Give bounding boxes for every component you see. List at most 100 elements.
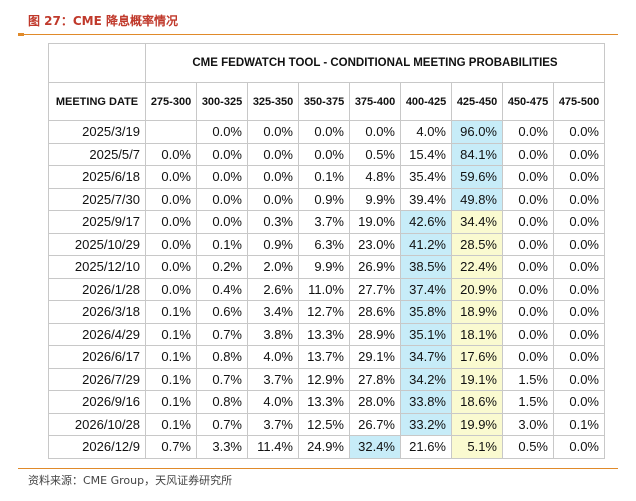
probability-cell: 6.3% bbox=[298, 232, 350, 256]
probability-cell: 0.0% bbox=[196, 165, 248, 189]
probability-table-wrap: CME FEDWATCH TOOL - CONDITIONAL MEETING … bbox=[48, 43, 605, 459]
probability-cell: 0.0% bbox=[247, 120, 299, 144]
probability-cell: 18.6% bbox=[451, 390, 503, 414]
probability-cell: 0.0% bbox=[553, 232, 605, 256]
table-row: 2026/3/18 0.1% 0.6% 3.4% 12.7% 28.6% 35.8% 18.9… bbox=[48, 300, 605, 324]
probability-cell: 3.4% bbox=[247, 300, 299, 324]
meeting-date-cell: 2025/12/10 bbox=[48, 255, 146, 279]
probability-cell: 0.1% bbox=[145, 300, 197, 324]
probability-cell: 3.0% bbox=[502, 412, 554, 436]
probability-cell: 3.7% bbox=[247, 367, 299, 391]
table-row: 2026/10/28 0.1% 0.7% 3.7% 12.5% 26.7% 33.2% 19.… bbox=[48, 412, 605, 436]
probability-cell: 28.0% bbox=[349, 390, 401, 414]
meeting-date-cell: 2026/7/29 bbox=[48, 367, 146, 391]
probability-cell: 32.4% bbox=[349, 435, 401, 459]
column-header: 450-475 bbox=[502, 82, 554, 121]
meeting-date-cell: 2025/7/30 bbox=[48, 187, 146, 211]
probability-cell: 0.0% bbox=[502, 300, 554, 324]
bottom-rule bbox=[18, 468, 618, 469]
probability-cell: 28.9% bbox=[349, 322, 401, 346]
probability-cell: 0.0% bbox=[502, 345, 554, 369]
meeting-date-cell: 2026/6/17 bbox=[48, 345, 146, 369]
probability-cell: 0.0% bbox=[553, 390, 605, 414]
probability-cell: 18.1% bbox=[451, 322, 503, 346]
meeting-date-cell: 2026/3/18 bbox=[48, 300, 146, 324]
table-row: 2026/12/9 0.7% 3.3% 11.4% 24.9% 32.4% 21.6% 5.1… bbox=[48, 435, 605, 459]
probability-cell: 0.9% bbox=[247, 232, 299, 256]
probability-cell: 0.0% bbox=[553, 187, 605, 211]
table-row: 2025/3/19 0.0% 0.0% 0.0% 0.0% 4.0% 96.0% 0.0% 0.… bbox=[48, 120, 605, 144]
probability-cell: 3.7% bbox=[298, 210, 350, 234]
probability-cell: 0.7% bbox=[196, 322, 248, 346]
probability-cell: 0.0% bbox=[196, 142, 248, 166]
probability-cell: 0.0% bbox=[145, 142, 197, 166]
probability-cell: 0.7% bbox=[145, 435, 197, 459]
probability-cell: 0.0% bbox=[502, 187, 554, 211]
probability-cell: 4.0% bbox=[400, 120, 452, 144]
probability-cell: 49.8% bbox=[451, 187, 503, 211]
probability-cell: 26.7% bbox=[349, 412, 401, 436]
source-note: 资料来源：CME Group，天风证券研究所 bbox=[28, 474, 233, 487]
probability-cell: 0.6% bbox=[196, 300, 248, 324]
meeting-date-cell: 2026/4/29 bbox=[48, 322, 146, 346]
probability-cell: 12.7% bbox=[298, 300, 350, 324]
probability-cell: 3.7% bbox=[247, 412, 299, 436]
probability-cell: 0.0% bbox=[196, 120, 248, 144]
probability-cell: 22.4% bbox=[451, 255, 503, 279]
probability-cell: 0.7% bbox=[196, 367, 248, 391]
probability-cell: 0.0% bbox=[553, 435, 605, 459]
probability-cell: 33.8% bbox=[400, 390, 452, 414]
probability-cell: 0.0% bbox=[145, 165, 197, 189]
probability-cell: 84.1% bbox=[451, 142, 503, 166]
table-body: 2025/3/19 0.0% 0.0% 0.0% 0.0% 4.0% 96.0% 0.0% 0.… bbox=[48, 120, 605, 459]
probability-cell: 11.0% bbox=[298, 277, 350, 301]
probability-cell: 0.0% bbox=[247, 187, 299, 211]
probability-cell: 28.6% bbox=[349, 300, 401, 324]
probability-cell: 12.9% bbox=[298, 367, 350, 391]
table-caption: CME FEDWATCH TOOL - CONDITIONAL MEETING … bbox=[145, 43, 605, 83]
probability-cell: 15.4% bbox=[400, 142, 452, 166]
probability-cell: 0.0% bbox=[247, 142, 299, 166]
probability-cell: 0.3% bbox=[247, 210, 299, 234]
probability-cell: 0.1% bbox=[145, 367, 197, 391]
meeting-date-cell: 2025/3/19 bbox=[48, 120, 146, 144]
probability-cell: 0.8% bbox=[196, 390, 248, 414]
probability-cell: 0.1% bbox=[553, 412, 605, 436]
probability-cell: 0.0% bbox=[502, 322, 554, 346]
probability-cell: 3.3% bbox=[196, 435, 248, 459]
probability-cell: 38.5% bbox=[400, 255, 452, 279]
figure-title: 图 27：CME 降息概率情况 bbox=[28, 14, 179, 28]
probability-cell: 0.8% bbox=[196, 345, 248, 369]
column-header: 375-400 bbox=[349, 82, 401, 121]
probability-cell: 0.0% bbox=[553, 142, 605, 166]
probability-cell: 0.0% bbox=[145, 255, 197, 279]
probability-cell: 23.0% bbox=[349, 232, 401, 256]
probability-cell: 4.0% bbox=[247, 390, 299, 414]
probability-table: CME FEDWATCH TOOL - CONDITIONAL MEETING … bbox=[48, 43, 605, 459]
probability-cell: 12.5% bbox=[298, 412, 350, 436]
probability-cell: 0.0% bbox=[196, 210, 248, 234]
column-header: 400-425 bbox=[400, 82, 452, 121]
probability-cell: 4.8% bbox=[349, 165, 401, 189]
probability-cell: 0.0% bbox=[502, 277, 554, 301]
probability-cell: 0.1% bbox=[145, 345, 197, 369]
meeting-date-cell: 2025/5/7 bbox=[48, 142, 146, 166]
probability-cell: 0.0% bbox=[145, 210, 197, 234]
table-row: 2025/7/30 0.0% 0.0% 0.0% 0.9% 9.9% 39.4% 49.8% 0… bbox=[48, 187, 605, 211]
column-header: 425-450 bbox=[451, 82, 503, 121]
meeting-date-cell: 2026/1/28 bbox=[48, 277, 146, 301]
table-row: 2025/9/17 0.0% 0.0% 0.3% 3.7% 19.0% 42.6% 34.4%… bbox=[48, 210, 605, 234]
table-row: 2025/6/18 0.0% 0.0% 0.0% 0.1% 4.8% 35.4% 59.6% 0… bbox=[48, 165, 605, 189]
table-row: 2025/5/7 0.0% 0.0% 0.0% 0.0% 0.5% 15.4% 84.1% 0.… bbox=[48, 142, 605, 166]
table-row: 2026/1/28 0.0% 0.4% 2.6% 11.0% 27.7% 37.4% 20.9… bbox=[48, 277, 605, 301]
probability-cell: 2.0% bbox=[247, 255, 299, 279]
probability-cell: 33.2% bbox=[400, 412, 452, 436]
probability-cell: 0.0% bbox=[502, 142, 554, 166]
probability-cell: 39.4% bbox=[400, 187, 452, 211]
table-row: 2026/9/16 0.1% 0.8% 4.0% 13.3% 28.0% 33.8% 18.6… bbox=[48, 390, 605, 414]
probability-cell: 1.5% bbox=[502, 390, 554, 414]
probability-cell: 19.9% bbox=[451, 412, 503, 436]
meeting-date-cell: 2026/9/16 bbox=[48, 390, 146, 414]
probability-cell: 4.0% bbox=[247, 345, 299, 369]
caption-row: CME FEDWATCH TOOL - CONDITIONAL MEETING … bbox=[48, 43, 605, 83]
